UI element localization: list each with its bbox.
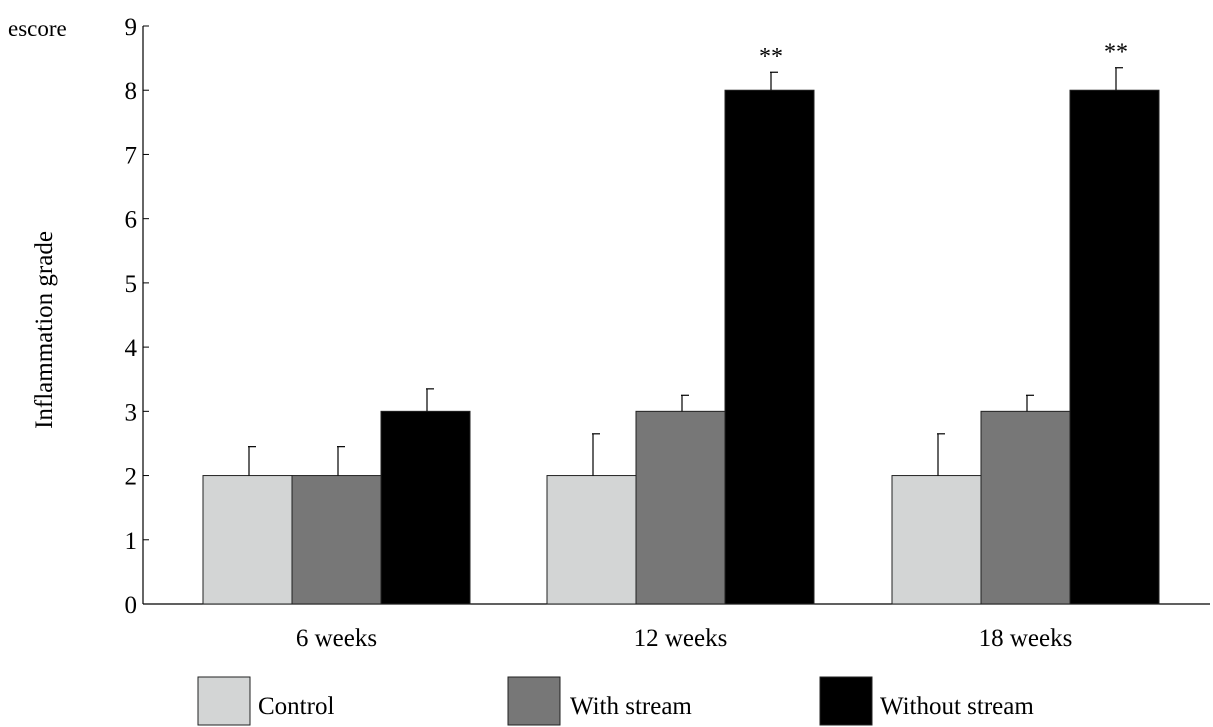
- y-axis-label: Inflammation grade: [31, 231, 58, 429]
- legend: Control With stream Without stream: [197, 676, 1034, 726]
- y-tick-label-7: 7: [125, 142, 138, 169]
- legend-swatch-3: [819, 676, 873, 726]
- bar-1-2: [291, 475, 382, 605]
- y-tick-label-0: 0: [125, 592, 138, 619]
- y-tick-label-6: 6: [125, 207, 138, 234]
- legend-label-3: Without stream: [880, 693, 1034, 720]
- y-tick-label-3: 3: [125, 399, 138, 426]
- bar-3-1: [891, 475, 982, 605]
- bar-1-3: [380, 410, 471, 605]
- legend-swatch-1: [197, 676, 251, 726]
- bar-1-1: [202, 475, 293, 605]
- bar-2-2: [635, 410, 726, 605]
- bars: ** **: [202, 40, 1160, 605]
- y-tick-label-9: 9: [125, 14, 138, 41]
- bar-2-3: [724, 89, 815, 605]
- significance-marker-2-3: **: [759, 44, 783, 70]
- x-axis: 6 weeks 12 weeks 18 weeks: [143, 603, 1210, 652]
- bar-3-3: [1069, 89, 1160, 605]
- x-tick-label-1: 6 weeks: [296, 625, 377, 652]
- bar-3-2: [980, 410, 1071, 605]
- legend-label-2: With stream: [570, 693, 692, 720]
- y-axis: 0 1 2 3 4 5 6 7 8 9: [125, 14, 149, 619]
- x-tick-label-2: 12 weeks: [634, 625, 728, 652]
- y-tick-label-5: 5: [125, 271, 138, 298]
- y-tick-label-4: 4: [125, 335, 138, 362]
- legend-label-1: Control: [258, 693, 334, 720]
- legend-swatch-2: [507, 676, 561, 726]
- significance-marker-3-3: **: [1104, 40, 1128, 66]
- x-tick-label-3: 18 weeks: [979, 625, 1073, 652]
- corner-label: escore: [8, 16, 67, 41]
- y-tick-label-8: 8: [125, 78, 138, 105]
- bar-2-1: [546, 475, 637, 605]
- y-tick-label-1: 1: [125, 528, 138, 555]
- y-tick-label-2: 2: [125, 464, 138, 491]
